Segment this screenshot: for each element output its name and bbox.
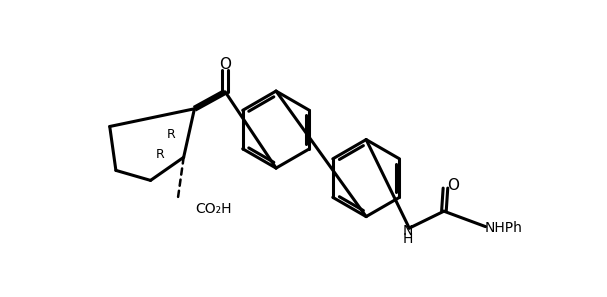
Text: O: O [447, 178, 459, 193]
Text: R: R [167, 128, 175, 141]
Text: O: O [219, 57, 231, 72]
Text: CO₂H: CO₂H [195, 202, 232, 216]
Text: NHPh: NHPh [485, 221, 523, 235]
Text: H: H [402, 232, 413, 246]
Text: N: N [402, 224, 413, 238]
Text: R: R [156, 148, 165, 162]
